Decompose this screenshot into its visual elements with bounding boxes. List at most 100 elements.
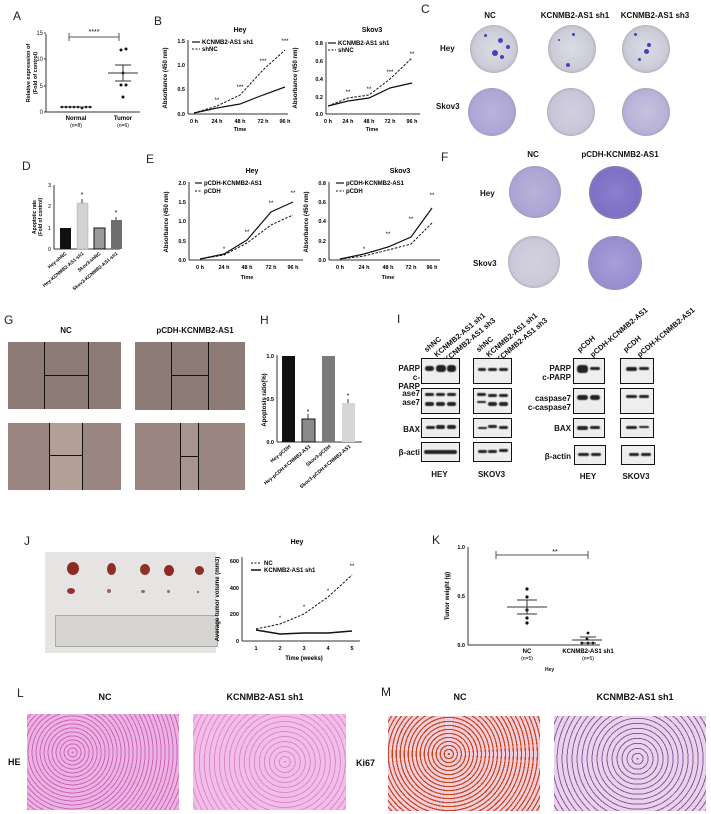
svg-text:(n=5): (n=5) bbox=[582, 656, 594, 662]
panel-j-line-chart: Hey 0 200 400 600 Average tumor volume (mm3… bbox=[215, 539, 360, 662]
x-axis-label: Hey bbox=[545, 667, 555, 673]
svg-text:**: ** bbox=[245, 230, 250, 236]
panel-label-g: G bbox=[4, 313, 14, 327]
svg-text:**: ** bbox=[346, 90, 351, 96]
svg-text:0: 0 bbox=[236, 639, 239, 645]
svg-text:Relative expression of: Relative expression of bbox=[26, 44, 32, 103]
svg-text:***: *** bbox=[236, 85, 244, 91]
svg-text:(Fold of control): (Fold of control) bbox=[38, 198, 44, 237]
col-header-sh1: KCNMB2-AS1 sh1 bbox=[226, 692, 304, 702]
svg-text:Time: Time bbox=[382, 275, 395, 281]
svg-text:*: * bbox=[223, 247, 226, 253]
cell-label-hey: HEY bbox=[431, 470, 448, 479]
svg-text:200: 200 bbox=[230, 612, 239, 618]
svg-text:*: * bbox=[115, 210, 118, 217]
svg-text:1.0: 1.0 bbox=[177, 63, 185, 69]
svg-text:*: * bbox=[307, 409, 310, 416]
svg-text:0: 0 bbox=[40, 110, 44, 116]
svg-text:*: * bbox=[81, 192, 84, 199]
panel-label-m: M bbox=[381, 685, 391, 699]
svg-text:Time: Time bbox=[366, 127, 379, 133]
colony-dish bbox=[622, 25, 670, 73]
svg-text:24 h: 24 h bbox=[358, 265, 370, 271]
panel-label-f: F bbox=[441, 150, 449, 164]
svg-text:**: ** bbox=[386, 232, 391, 238]
panel-a-scatter-chart: 0 5 10 15 Relative expression of (Fold o… bbox=[26, 29, 140, 129]
svg-text:0.0: 0.0 bbox=[315, 112, 323, 118]
panel-label-d: D bbox=[22, 159, 31, 173]
svg-text:96 h: 96 h bbox=[287, 265, 299, 271]
svg-text:0.0: 0.0 bbox=[177, 112, 185, 118]
svg-text:Time: Time bbox=[234, 127, 247, 133]
svg-text:0.0: 0.0 bbox=[318, 258, 326, 264]
svg-text:Hey: Hey bbox=[246, 168, 259, 175]
svg-text:0.8: 0.8 bbox=[315, 41, 323, 47]
svg-text:0.5: 0.5 bbox=[177, 87, 185, 93]
svg-text:**: ** bbox=[367, 87, 372, 93]
ruler bbox=[55, 615, 218, 647]
colony-dish bbox=[548, 25, 596, 73]
svg-text:Time: Time bbox=[241, 275, 254, 281]
svg-text:600: 600 bbox=[230, 559, 239, 565]
row-label-he: HE bbox=[8, 757, 21, 767]
western-blot bbox=[620, 358, 654, 384]
blot-label-caspase7: ase7 ase7 bbox=[402, 389, 420, 407]
blot-label-bax: BAX bbox=[554, 424, 571, 433]
ki67-stain-image bbox=[388, 716, 540, 811]
blot-label-caspase7: caspase7 c-caspase7 bbox=[527, 394, 571, 412]
colony-dish bbox=[468, 88, 516, 136]
svg-text:72 h: 72 h bbox=[384, 119, 396, 125]
svg-text:96 h: 96 h bbox=[426, 265, 438, 271]
svg-text:48 h: 48 h bbox=[234, 119, 246, 125]
colony-dish bbox=[470, 25, 518, 73]
row-label-skov3: Skov3 bbox=[436, 102, 460, 111]
svg-text:0 h: 0 h bbox=[324, 119, 333, 125]
svg-text:*: * bbox=[363, 247, 366, 253]
svg-text:96 h: 96 h bbox=[406, 119, 418, 125]
western-blot bbox=[573, 388, 605, 414]
svg-text:KCNMB2-AS1 sh1: KCNMB2-AS1 sh1 bbox=[562, 649, 614, 655]
svg-text:Time (weeks): Time (weeks) bbox=[285, 656, 323, 662]
col-header-nc: NC bbox=[484, 11, 496, 20]
svg-text:***: *** bbox=[281, 39, 289, 45]
colony-dish bbox=[588, 236, 642, 290]
svg-text:pCDH-KCNMB2-AS1: pCDH-KCNMB2-AS1 bbox=[204, 181, 263, 187]
wound-image bbox=[135, 423, 245, 490]
svg-text:96 h: 96 h bbox=[279, 119, 291, 125]
western-blot bbox=[473, 358, 512, 384]
svg-text:0.4: 0.4 bbox=[318, 219, 327, 225]
ki67-stain-image bbox=[554, 716, 706, 811]
he-stain-image bbox=[193, 714, 346, 810]
svg-text:*: * bbox=[327, 589, 330, 595]
svg-text:5: 5 bbox=[350, 646, 353, 652]
western-blot bbox=[421, 442, 460, 462]
svg-text:*: * bbox=[279, 616, 282, 622]
svg-text:**: ** bbox=[409, 217, 414, 223]
svg-text:0 h: 0 h bbox=[190, 119, 199, 125]
svg-text:Hey: Hey bbox=[234, 27, 247, 34]
svg-text:***: *** bbox=[386, 70, 394, 76]
svg-text:4: 4 bbox=[326, 646, 330, 652]
svg-text:**: ** bbox=[269, 201, 274, 207]
svg-text:24 h: 24 h bbox=[211, 119, 223, 125]
svg-text:Skov3: Skov3 bbox=[390, 168, 411, 175]
svg-text:0.5: 0.5 bbox=[457, 594, 465, 600]
svg-text:3: 3 bbox=[48, 183, 51, 189]
svg-text:0.0: 0.0 bbox=[266, 440, 274, 446]
svg-text:Tumor weight (g): Tumor weight (g) bbox=[445, 572, 451, 620]
svg-text:2: 2 bbox=[48, 204, 51, 210]
wound-image bbox=[135, 342, 245, 410]
svg-text:0.6: 0.6 bbox=[318, 200, 326, 206]
western-blot bbox=[473, 388, 512, 414]
col-header-pcdh: pCDH-KCNMB2-AS1 bbox=[581, 150, 659, 159]
svg-text:0.5: 0.5 bbox=[178, 239, 186, 245]
svg-text:1.0: 1.0 bbox=[178, 219, 186, 225]
panel-label-j: J bbox=[24, 534, 30, 548]
svg-text:NC: NC bbox=[523, 649, 532, 655]
svg-text:Hey: Hey bbox=[291, 539, 304, 546]
svg-text:Absorbance (450 nm): Absorbance (450 nm) bbox=[304, 191, 310, 252]
col-header-nc: NC bbox=[60, 326, 72, 335]
svg-text:KCNMB2-AS1 sh1: KCNMB2-AS1 sh1 bbox=[338, 41, 390, 47]
row-label-hey: Hey bbox=[440, 44, 455, 53]
